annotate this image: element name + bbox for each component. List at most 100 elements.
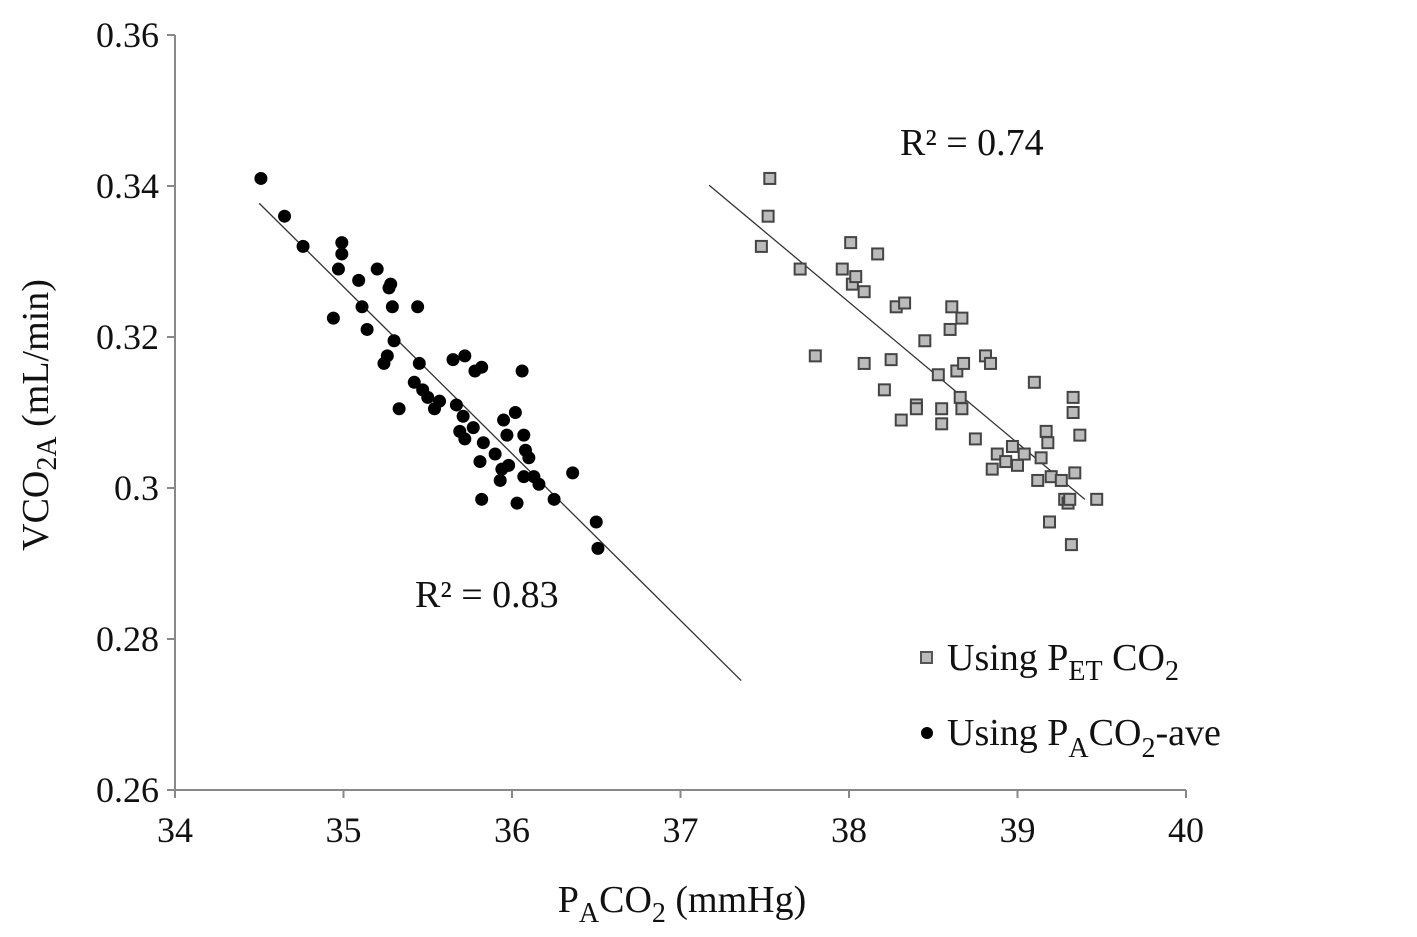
y-tick-label: 0.34 <box>96 166 159 206</box>
point-paco2 <box>510 496 524 510</box>
point-paco2 <box>500 428 514 442</box>
point-paco2 <box>385 300 399 314</box>
legend-label-paco2: Using PACO2-ave <box>947 712 1221 764</box>
point-paco2 <box>326 311 340 325</box>
point-paco2 <box>387 334 401 348</box>
point-petco2 <box>1068 466 1082 480</box>
point-paco2 <box>411 300 425 314</box>
point-paco2 <box>475 360 489 374</box>
point-petco2 <box>950 364 964 378</box>
point-petco2 <box>1043 515 1057 529</box>
x-axis-title-tail: (mmHg) <box>666 879 806 921</box>
point-petco2 <box>955 311 969 325</box>
point-petco2 <box>1017 447 1031 461</box>
point-paco2 <box>355 300 369 314</box>
point-paco2 <box>254 171 268 185</box>
point-paco2 <box>515 364 529 378</box>
y-tick-label: 0.3 <box>114 468 159 508</box>
point-paco2 <box>466 421 480 435</box>
point-paco2 <box>412 356 426 370</box>
axes: 0.26 0.28 0.3 0.32 0.34 0.36 34 35 36 37 38 39 40 <box>96 15 1204 850</box>
point-paco2 <box>433 394 447 408</box>
point-petco2 <box>793 262 807 276</box>
point-paco2 <box>476 436 490 450</box>
point-petco2 <box>1041 436 1055 450</box>
point-paco2 <box>473 455 487 469</box>
point-paco2 <box>589 515 603 529</box>
point-paco2 <box>335 236 349 250</box>
point-petco2 <box>968 432 982 446</box>
point-paco2 <box>566 466 580 480</box>
point-paco2 <box>458 432 472 446</box>
point-paco2 <box>497 413 511 427</box>
point-petco2 <box>754 239 768 253</box>
trend-line-petco2 <box>708 184 1086 500</box>
point-petco2 <box>918 334 932 348</box>
point-petco2 <box>894 413 908 427</box>
point-paco2 <box>370 262 384 276</box>
point-petco2 <box>877 383 891 397</box>
point-petco2 <box>1027 375 1041 389</box>
point-petco2 <box>945 300 959 314</box>
x-axis-title: PACO2 (mmHg) <box>558 879 807 929</box>
legend-marker-paco2 <box>921 727 933 739</box>
point-paco2 <box>446 353 460 367</box>
point-paco2 <box>517 470 531 484</box>
point-paco2 <box>278 209 292 223</box>
point-paco2 <box>508 406 522 419</box>
point-petco2 <box>857 285 871 299</box>
point-petco2 <box>835 262 849 276</box>
legend-marker-petco2 <box>920 651 933 664</box>
point-petco2 <box>955 402 969 416</box>
y-axis-title-sub: 2A <box>32 436 63 471</box>
x-axis-title-sub: A <box>579 898 600 929</box>
point-petco2 <box>943 322 957 336</box>
point-petco2 <box>1073 428 1087 442</box>
y-tick-label: 0.36 <box>96 15 159 55</box>
point-petco2 <box>1054 473 1068 487</box>
point-petco2 <box>849 270 863 284</box>
point-paco2 <box>352 273 366 287</box>
point-petco2 <box>857 356 871 370</box>
point-paco2 <box>493 473 507 487</box>
point-paco2 <box>517 428 531 442</box>
point-petco2 <box>1063 492 1077 506</box>
y-ticks: 0.26 0.28 0.3 0.32 0.34 0.36 <box>96 15 175 810</box>
point-paco2 <box>458 349 472 363</box>
point-petco2 <box>1090 492 1104 506</box>
legend: Using PET CO2 Using PACO2-ave <box>920 637 1221 764</box>
point-petco2 <box>909 402 923 416</box>
point-paco2 <box>591 541 605 555</box>
point-paco2 <box>522 451 536 465</box>
x-tick-label: 36 <box>494 810 530 850</box>
point-paco2 <box>360 322 374 336</box>
point-paco2 <box>335 247 349 261</box>
y-axis-title: VCO2A (mL/min) <box>15 279 63 551</box>
point-paco2 <box>380 349 394 363</box>
x-ticks: 34 35 36 37 38 39 40 <box>157 790 1204 850</box>
point-paco2 <box>456 409 470 423</box>
x-tick-label: 37 <box>663 810 699 850</box>
legend-label-petco2: Using PET CO2 <box>947 637 1179 687</box>
trend-lines <box>258 184 1086 681</box>
trend-line-paco2 <box>258 202 742 681</box>
point-petco2 <box>884 353 898 367</box>
point-paco2 <box>488 447 502 461</box>
point-paco2 <box>407 375 421 389</box>
point-paco2 <box>296 239 310 253</box>
x-axis-title-sub2: 2 <box>652 898 666 929</box>
point-petco2 <box>1039 424 1053 438</box>
point-petco2 <box>935 417 949 431</box>
x-tick-label: 40 <box>1168 810 1204 850</box>
point-petco2 <box>1031 473 1045 487</box>
y-axis-title-tail: (mL/min) <box>15 279 57 436</box>
data-points <box>254 171 1104 555</box>
point-paco2 <box>547 492 561 506</box>
point-petco2 <box>935 402 949 416</box>
r2-label-petco2: R² = 0.74 <box>900 122 1044 164</box>
x-axis-title-mid: CO <box>599 879 652 921</box>
point-petco2 <box>1066 390 1080 404</box>
point-petco2 <box>1034 451 1048 465</box>
point-paco2 <box>475 492 489 506</box>
